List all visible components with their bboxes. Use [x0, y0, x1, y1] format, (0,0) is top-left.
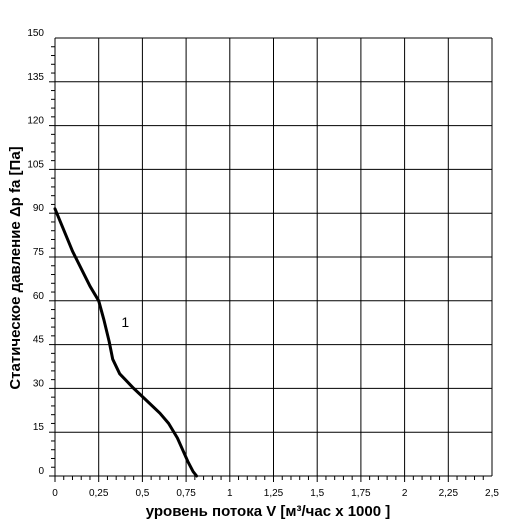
x-tick-label: 1,5	[310, 488, 324, 499]
y-tick-label: 45	[33, 335, 45, 346]
y-axis-title: Статическое давление Δp fa [Па]	[7, 146, 24, 389]
y-tick-label: 15	[33, 422, 45, 433]
tick-labels: 0 0,25 0,5 0,75 1 1,25 1,5 1,75 2 2,25 2,5 0 15 30 45 6…	[27, 28, 499, 499]
y-tick-label: 135	[27, 72, 44, 83]
x-tick-label: 0,25	[89, 488, 109, 499]
y-tick-label: 90	[33, 203, 45, 214]
x-tick-label: 0,75	[176, 488, 196, 499]
x-tick-label: 1,25	[264, 488, 284, 499]
x-tick-label: 0,5	[135, 488, 149, 499]
y-tick-label: 30	[33, 378, 45, 389]
y-tick-label: 75	[33, 247, 45, 258]
y-tick-label: 0	[38, 466, 44, 477]
y-tick-label: 60	[33, 291, 45, 302]
minor-ticks	[49, 46, 484, 482]
series-group	[53, 207, 199, 478]
x-tick-label: 0	[52, 488, 58, 499]
x-tick-label: 1,75	[351, 488, 371, 499]
x-tick-label: 1	[227, 488, 233, 499]
x-tick-label: 2	[402, 488, 408, 499]
x-axis-title: уровень потока V [м³/час x 1000 ]	[146, 503, 391, 520]
series-line-1	[53, 207, 199, 478]
grid	[54, 37, 493, 477]
y-tick-label: 150	[27, 28, 44, 39]
y-tick-label: 105	[27, 159, 44, 170]
x-tick-label: 2,25	[439, 488, 459, 499]
x-tick-label: 2,5	[485, 488, 499, 499]
y-tick-label: 120	[27, 116, 44, 127]
curve-label: 1	[121, 314, 129, 330]
